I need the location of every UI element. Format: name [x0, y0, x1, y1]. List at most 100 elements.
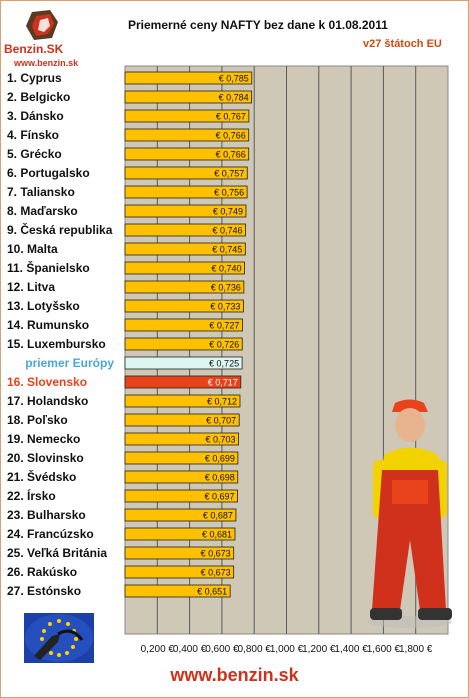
- bar: [124, 204, 247, 218]
- category-label: 24. Francúzsko: [7, 527, 94, 541]
- bar: [124, 546, 235, 560]
- category-label: 14. Rumunsko: [7, 318, 89, 332]
- bar-value-label: € 0,651: [197, 587, 227, 597]
- bar: [124, 318, 243, 332]
- category-label: 10. Malta: [7, 242, 58, 256]
- bar-value-label: € 0,785: [219, 74, 249, 84]
- bar: [124, 71, 253, 85]
- footer-link[interactable]: www.benzin.sk: [170, 665, 299, 685]
- bar-value-label: € 0,698: [205, 473, 235, 483]
- bar: [124, 147, 250, 161]
- category-label: priemer Európy: [25, 356, 114, 370]
- bar-value-label: € 0,717: [208, 378, 238, 388]
- category-label: 4. Fínsko: [7, 128, 59, 142]
- bar: [124, 413, 240, 427]
- bar: [124, 299, 244, 313]
- category-label: 22. Írsko: [7, 488, 56, 503]
- x-tick-label: 1,600 €: [367, 644, 401, 655]
- category-label: 9. Česká republika: [7, 222, 113, 237]
- chart-title: Priemerné ceny NAFTY bez dane k 01.08.20…: [128, 18, 388, 32]
- x-tick-label: 0,200 €: [141, 644, 175, 655]
- category-label: 23. Bulharsko: [7, 508, 86, 522]
- bar: [124, 166, 248, 180]
- bar: [124, 527, 236, 541]
- bar-value-label: € 0,749: [213, 207, 243, 217]
- x-tick-label: 0,800 €: [238, 644, 272, 655]
- bar: [124, 451, 239, 465]
- category-label: 6. Portugalsko: [7, 166, 90, 180]
- category-label: 16. Slovensko: [7, 375, 87, 389]
- bar: [124, 470, 239, 484]
- category-label: 8. Maďarsko: [7, 204, 78, 218]
- bar-value-label: € 0,746: [212, 226, 242, 236]
- bar-value-label: € 0,767: [216, 112, 246, 122]
- category-label: 17. Holandsko: [7, 394, 88, 408]
- bar: [124, 185, 248, 199]
- bar: [124, 432, 239, 446]
- bar: [124, 508, 237, 522]
- chart-subtitle: v27 štátoch EU: [363, 38, 442, 50]
- bar-value-label: € 0,726: [209, 340, 239, 350]
- bar-value-label: € 0,736: [211, 283, 241, 293]
- bar-value-label: € 0,707: [206, 416, 236, 426]
- bar-value-label: € 0,784: [219, 93, 249, 103]
- x-tick-label: 1,800 €: [399, 644, 433, 655]
- category-label: 5. Grécko: [7, 147, 62, 161]
- bar-value-label: € 0,766: [216, 131, 246, 141]
- x-tick-label: 1,000 €: [270, 644, 304, 655]
- x-tick-label: 0,400 €: [173, 644, 207, 655]
- category-label: 13. Lotyšsko: [7, 299, 80, 313]
- category-label: 1. Cyprus: [7, 71, 62, 85]
- bar: [124, 242, 246, 256]
- bar-value-label: € 0,673: [201, 549, 231, 559]
- bar: [124, 565, 235, 579]
- bar-value-label: € 0,733: [210, 302, 240, 312]
- category-label: 21. Švédsko: [7, 469, 76, 484]
- bar: [124, 280, 245, 294]
- bar-value-label: € 0,681: [202, 530, 232, 540]
- bar-value-label: € 0,712: [207, 397, 237, 407]
- x-tick-label: 1,400 €: [334, 644, 368, 655]
- x-tick-label: 1,200 €: [302, 644, 336, 655]
- logo: Benzin.SK www.benzin.sk: [4, 6, 88, 68]
- bar: [124, 489, 238, 503]
- bar: [124, 394, 241, 408]
- category-label: 18. Poľsko: [7, 413, 68, 427]
- logo-url: www.benzin.sk: [14, 58, 79, 68]
- category-label: 19. Nemecko: [7, 432, 80, 446]
- bar: [124, 223, 246, 237]
- category-label: 11. Španielsko: [7, 260, 90, 275]
- bar-value-label: € 0,766: [216, 150, 246, 160]
- bar: [124, 356, 243, 370]
- category-label: 15. Luxembursko: [7, 337, 106, 351]
- eu-flag-icon: [24, 613, 94, 663]
- bar: [124, 584, 231, 598]
- bar: [124, 90, 253, 104]
- mechanic-figure-icon: [368, 399, 452, 628]
- category-label: 25. Veľká Británia: [7, 546, 107, 560]
- bar: [124, 261, 245, 275]
- bar: [124, 337, 243, 351]
- bar-value-label: € 0,757: [214, 169, 244, 179]
- category-label: 26. Rakúsko: [7, 565, 77, 579]
- category-label: 12. Litva: [7, 280, 55, 294]
- bar-value-label: € 0,725: [209, 359, 239, 369]
- bar-value-label: € 0,740: [211, 264, 241, 274]
- logo-text: Benzin.SK: [4, 42, 64, 56]
- category-label: 27. Estónsko: [7, 584, 81, 598]
- category-label: 7. Taliansko: [7, 185, 75, 199]
- bar-value-label: € 0,756: [214, 188, 244, 198]
- bar: [124, 375, 242, 389]
- bar-value-label: € 0,703: [206, 435, 236, 445]
- bar-value-label: € 0,697: [205, 492, 235, 502]
- bar-value-label: € 0,673: [201, 568, 231, 578]
- bar-value-label: € 0,699: [205, 454, 235, 464]
- x-tick-label: 0,600 €: [205, 644, 239, 655]
- category-label: 20. Slovinsko: [7, 451, 84, 465]
- logo-icon: [26, 10, 58, 40]
- bar: [124, 109, 250, 123]
- bar-value-label: € 0,727: [209, 321, 239, 331]
- bar-value-label: € 0,687: [203, 511, 233, 521]
- bar: [124, 128, 250, 142]
